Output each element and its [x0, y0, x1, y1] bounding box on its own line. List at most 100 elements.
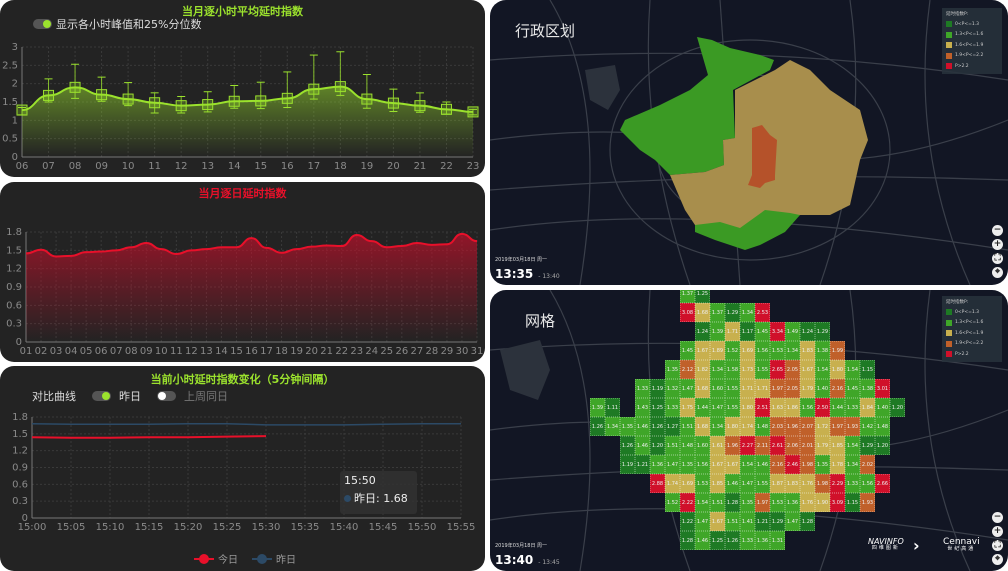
grid-cell[interactable]: 3.34 [770, 321, 785, 341]
grid-cell[interactable]: 1.33 [665, 397, 680, 417]
grid-cell[interactable]: 1.97 [770, 378, 785, 398]
grid-cell[interactable]: 2.05 [785, 359, 800, 379]
grid-cell[interactable]: 1.33 [845, 397, 860, 417]
grid-cell[interactable]: 1.80 [740, 397, 755, 417]
zoom-out-icon[interactable]: − [992, 512, 1003, 523]
grid-cell[interactable]: 2.51 [755, 397, 770, 417]
grid-cell[interactable]: 1.22 [680, 511, 695, 531]
grid-cell[interactable]: 2.50 [815, 397, 830, 417]
grid-cell[interactable]: 1.36 [785, 492, 800, 512]
grid-cell[interactable]: 1.98 [815, 473, 830, 493]
grid-cell[interactable]: 1.74 [665, 473, 680, 493]
grid-cell[interactable]: 1.41 [740, 511, 755, 531]
grid-cell[interactable]: 2.61 [770, 435, 785, 455]
grid-cell[interactable]: 1.25 [710, 530, 725, 550]
grid-cell[interactable]: 1.47 [680, 378, 695, 398]
grid-cell[interactable]: 1.48 [875, 416, 890, 436]
grid-cell[interactable]: 1.43 [635, 397, 650, 417]
grid-cell[interactable]: 1.34 [845, 454, 860, 474]
zoom-in-icon[interactable]: + [992, 526, 1003, 537]
peak-percentile-toggle[interactable]: 显示各小时峰值和25%分位数 [33, 16, 201, 32]
grid-cell[interactable]: 1.32 [665, 378, 680, 398]
grid-cell[interactable]: 1.82 [695, 359, 710, 379]
grid-cell[interactable]: 1.96 [785, 416, 800, 436]
grid-cell[interactable]: 1.35 [620, 416, 635, 436]
grid-cell[interactable]: 1.67 [800, 359, 815, 379]
grid-cell[interactable]: 1.34 [605, 416, 620, 436]
grid-cell[interactable]: 1.47 [785, 511, 800, 531]
grid-cell[interactable]: 1.83 [800, 340, 815, 360]
grid-cell[interactable]: 1.69 [740, 340, 755, 360]
grid-cell[interactable]: 1.42 [860, 416, 875, 436]
grid-cell[interactable]: 1.54 [695, 492, 710, 512]
grid-cell[interactable]: 1.33 [635, 378, 650, 398]
grid-cell[interactable]: 1.26 [620, 435, 635, 455]
fullscreen-icon[interactable]: ⛶ [992, 540, 1003, 551]
grid-cell[interactable]: 1.39 [710, 321, 725, 341]
grid-cell[interactable]: 1.79 [800, 378, 815, 398]
grid-cell[interactable]: 1.24 [800, 321, 815, 341]
grid-cell[interactable]: 1.37 [710, 302, 725, 322]
grid-cell[interactable]: 1.68 [695, 416, 710, 436]
grid-cell[interactable]: 2.02 [860, 454, 875, 474]
grid-cell[interactable]: 2.11 [755, 435, 770, 455]
grid-cell[interactable]: 1.20 [890, 397, 905, 417]
grid-cell[interactable]: 1.20 [650, 435, 665, 455]
grid-cell[interactable]: 1.72 [815, 416, 830, 436]
legend-item-yesterday[interactable]: 昨日 [252, 551, 296, 566]
grid-cell[interactable]: 1.76 [800, 492, 815, 512]
grid-cell[interactable]: 1.36 [650, 454, 665, 474]
grid-cell[interactable]: 1.55 [755, 473, 770, 493]
grid-cell[interactable]: 1.55 [725, 378, 740, 398]
grid-cell[interactable]: 1.71 [740, 378, 755, 398]
grid-cell[interactable]: 1.26 [650, 416, 665, 436]
grid-cell[interactable]: 1.17 [740, 321, 755, 341]
grid-cell[interactable]: 3.08 [680, 302, 695, 322]
grid-cell[interactable]: 1.35 [740, 492, 755, 512]
grid-cell[interactable]: 2.22 [680, 492, 695, 512]
grid-cell[interactable]: 2.16 [770, 454, 785, 474]
grid-cell[interactable]: 1.19 [620, 454, 635, 474]
grid-cell[interactable]: 1.35 [815, 454, 830, 474]
grid-cell[interactable]: 1.47 [710, 397, 725, 417]
grid-cell[interactable]: 1.80 [725, 416, 740, 436]
grid-cell[interactable]: 1.28 [725, 492, 740, 512]
grid-cell[interactable]: 1.98 [800, 454, 815, 474]
grid-cell[interactable]: 1.51 [680, 416, 695, 436]
grid-cell[interactable]: 1.74 [740, 416, 755, 436]
grid-cell[interactable]: 1.27 [665, 416, 680, 436]
grid-cell[interactable]: 1.11 [605, 397, 620, 417]
grid-cell[interactable]: 1.34 [710, 416, 725, 436]
grid-cell[interactable]: 1.93 [860, 492, 875, 512]
grid-cell[interactable]: 1.78 [830, 454, 845, 474]
grid-cell[interactable]: 1.33 [845, 473, 860, 493]
grid-cell[interactable]: 2.01 [800, 435, 815, 455]
grid-cell[interactable]: 1.55 [755, 359, 770, 379]
grid-cell[interactable]: 1.56 [860, 473, 875, 493]
grid-cell[interactable]: 1.45 [680, 340, 695, 360]
grid-cell[interactable]: 1.38 [815, 340, 830, 360]
grid-cell[interactable]: 1.35 [680, 454, 695, 474]
grid-cell[interactable]: 3.01 [875, 378, 890, 398]
grid-cell[interactable]: 1.54 [845, 435, 860, 455]
grid-cell[interactable]: 2.05 [785, 378, 800, 398]
grid-cell[interactable]: 1.71 [725, 321, 740, 341]
grid-cell[interactable]: 1.51 [665, 435, 680, 455]
grid-cell[interactable]: 1.51 [710, 492, 725, 512]
grid-cell[interactable]: 1.53 [695, 473, 710, 493]
grid-cell[interactable]: 2.06 [785, 435, 800, 455]
grid-cell[interactable]: 1.69 [680, 473, 695, 493]
grid-cell[interactable]: 1.53 [770, 340, 785, 360]
grid-cell[interactable]: 1.73 [740, 359, 755, 379]
grid-cell[interactable]: 2.53 [755, 302, 770, 322]
grid-cell[interactable]: 1.56 [695, 454, 710, 474]
zoom-out-icon[interactable]: − [992, 225, 1003, 236]
grid-cell[interactable]: 1.85 [830, 435, 845, 455]
grid-cell[interactable]: 1.24 [695, 321, 710, 341]
grid-cell[interactable]: 1.44 [830, 397, 845, 417]
grid-cell[interactable]: 1.44 [695, 397, 710, 417]
last-week-toggle[interactable] [157, 391, 176, 401]
grid-cell[interactable]: 1.25 [695, 290, 710, 303]
grid-cell[interactable]: 2.03 [770, 416, 785, 436]
grid-cell[interactable]: 1.79 [815, 435, 830, 455]
